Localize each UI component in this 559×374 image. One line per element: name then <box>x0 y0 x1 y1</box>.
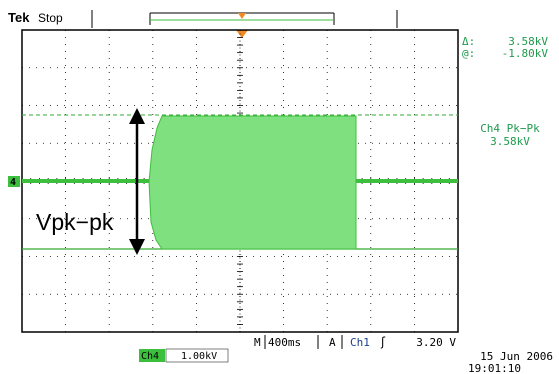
trigger-slope-icon: ʃ <box>380 335 386 349</box>
cursor-delta-value: 3.58kV <box>508 35 548 48</box>
brand-label: Tek <box>8 10 30 25</box>
timestamp-time: 19:01:10 <box>468 362 521 374</box>
channel-name: Ch4 <box>141 351 159 362</box>
record-view-bracket <box>149 12 335 25</box>
measurement-value: 3.58kV <box>490 135 530 148</box>
trigger-position-marker[interactable] <box>236 30 248 38</box>
trigger-level: 3.20 V <box>416 336 456 349</box>
run-state-label: Stop <box>38 11 63 25</box>
trigger-source: Ch1 <box>350 336 370 349</box>
vpk-pk-annotation: Vpk−pk <box>36 209 114 235</box>
burst-envelope <box>148 115 357 250</box>
cursor-at-label: @: <box>462 47 475 60</box>
timebase-readout[interactable]: M 400ms <box>254 335 319 349</box>
cursor-at-value: -1.80kV <box>502 47 549 60</box>
vpk-pk-arrow <box>129 108 145 255</box>
channel-scale-value: 1.00kV <box>181 351 217 362</box>
trigger-readout[interactable]: A Ch1 ʃ 3.20 V <box>329 335 456 349</box>
waveform <box>22 114 458 250</box>
channel-4-ground-marker[interactable]: 4 <box>8 176 20 188</box>
cursor-delta-label: Δ: <box>462 35 475 48</box>
timebase-prefix: M <box>254 336 261 349</box>
channel-4-scale-readout[interactable]: Ch4 1.00kV <box>139 348 229 363</box>
channel-marker-label: 4 <box>10 177 16 188</box>
measurement-label: Ch4 Pk−Pk <box>480 122 540 135</box>
trigger-mode: A <box>329 336 336 349</box>
timestamp-date: 15 Jun 2006 <box>480 350 553 363</box>
timebase-value: 400ms <box>268 336 301 349</box>
